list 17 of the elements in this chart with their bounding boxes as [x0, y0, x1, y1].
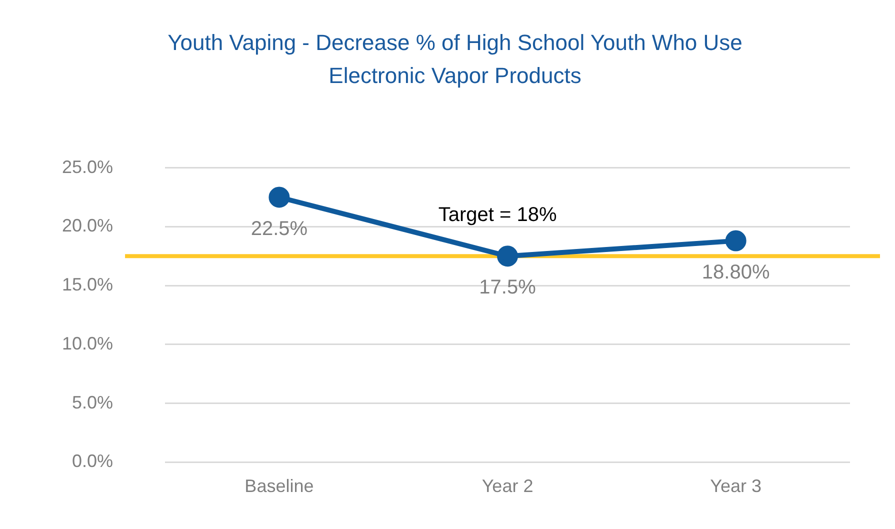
ref-line-label: Target = 18% — [438, 204, 557, 226]
data-label: 17.5% — [479, 276, 536, 299]
point — [725, 230, 746, 252]
point — [497, 246, 518, 267]
point — [268, 186, 290, 208]
x-tick-label: Year 2 — [482, 476, 534, 496]
y-tick-label: 25.0% — [62, 156, 114, 177]
data-label: 22.5% — [250, 218, 308, 240]
x-tick-label: Baseline — [244, 476, 314, 496]
y-tick-label: 0.0% — [72, 451, 114, 472]
y-tick-label: 5.0% — [72, 392, 114, 412]
y-tick-label: 10.0% — [62, 333, 114, 354]
chart-title: Youth Vaping - Decrease % of High School Youth Who Use Electronic Vapor Products — [166, 29, 744, 90]
y-tick-label: 15.0% — [62, 274, 114, 295]
y-tick-label: 20.0% — [62, 216, 114, 236]
x-tick-label: Year 3 — [710, 476, 762, 496]
data-label: 18.80% — [702, 261, 770, 284]
